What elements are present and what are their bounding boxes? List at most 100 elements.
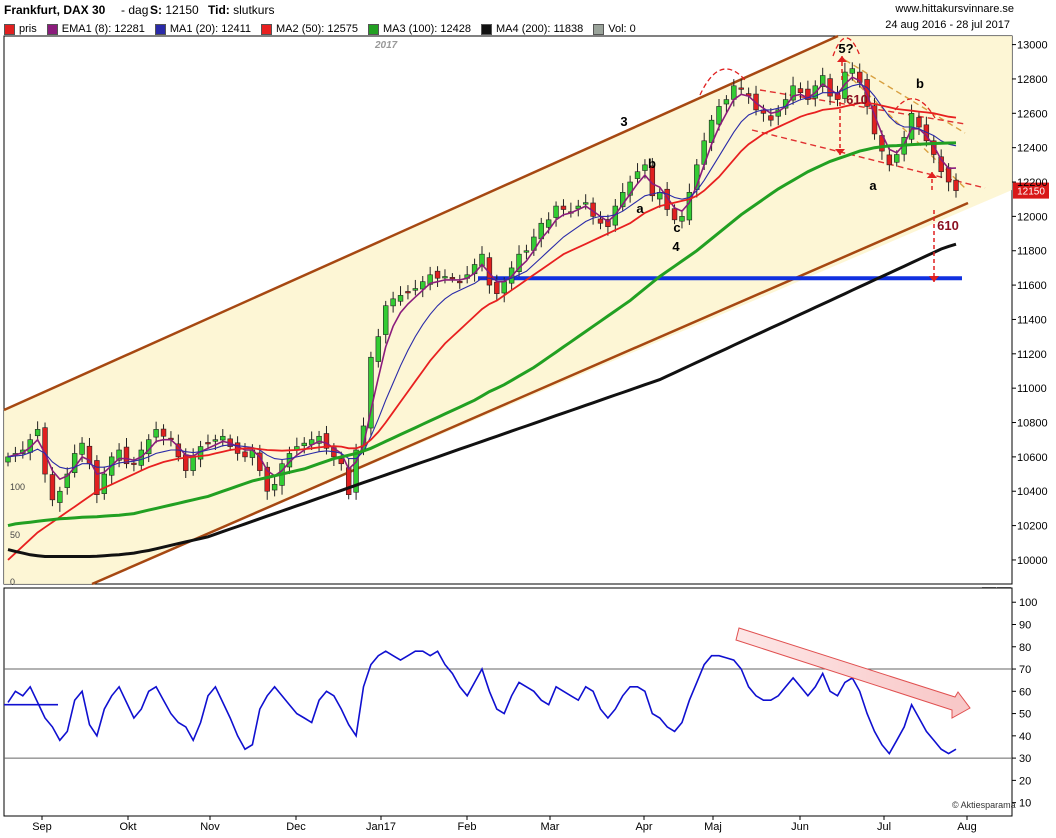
candle-body	[886, 154, 893, 166]
x-tick-label: Jan17	[366, 821, 396, 833]
legend-label: MA2 (50): 12575	[276, 23, 358, 35]
legend-swatch	[4, 23, 15, 35]
candle-body	[420, 281, 426, 290]
candle-body	[375, 336, 382, 362]
candle-body	[849, 68, 856, 74]
ma200-line	[7, 242, 957, 558]
vol-tick-label: 50	[10, 530, 20, 540]
legend-item[interactable]: MA1 (20): 12411	[154, 23, 252, 35]
rsi-y-tick-label: 40	[1019, 731, 1031, 743]
legend-swatch	[261, 23, 273, 35]
candle-body	[323, 433, 330, 449]
candle-body	[894, 154, 900, 163]
wave-label: 5?	[838, 41, 853, 56]
candle-body	[634, 171, 641, 179]
rsi-y-tick-label: 90	[1019, 619, 1031, 631]
candle-body	[790, 85, 796, 101]
wave-label: b	[916, 76, 924, 91]
candle-body	[768, 115, 774, 121]
last-price-value: 12150	[165, 3, 199, 17]
y-tick-label: 10800	[1017, 418, 1048, 430]
rsi-y-tick-label: 60	[1019, 686, 1031, 698]
candle-body	[442, 276, 448, 279]
candle-body	[434, 270, 441, 279]
ma20-line	[7, 83, 957, 470]
candle-body	[523, 250, 530, 253]
y-tick-label: 12800	[1017, 74, 1048, 86]
x-tick-label: Feb	[458, 821, 477, 833]
candle-body	[368, 356, 374, 429]
candle-body	[716, 106, 722, 125]
x-tick-label: Maj	[704, 821, 722, 833]
x-tick-label: Sep	[32, 821, 52, 833]
y-tick-label: 11200	[1017, 349, 1047, 361]
rsi-y-tick-label: 20	[1019, 775, 1031, 787]
legend-item[interactable]: Vol: 0	[593, 23, 636, 35]
down-arrow-head	[835, 149, 845, 155]
rsi-panel	[3, 587, 1013, 817]
candle-body	[908, 113, 915, 140]
legend-item[interactable]: pris	[4, 23, 37, 35]
y-tick-label: 11600	[1017, 280, 1047, 292]
legend-label: MA4 (200): 11838	[496, 23, 584, 35]
legend-item[interactable]: MA2 (50): 12575	[261, 23, 358, 35]
wedge-line-1	[844, 59, 966, 134]
candle-body	[516, 253, 522, 272]
candle-body	[805, 88, 811, 100]
y-tick-label: 11000	[1017, 383, 1047, 395]
candle-body	[338, 458, 344, 465]
candle-body	[212, 439, 219, 442]
candle-body	[79, 442, 85, 455]
candle-body	[34, 429, 41, 437]
candle-body	[931, 140, 937, 155]
wave-label: 3	[620, 114, 627, 129]
candle-body	[353, 449, 359, 493]
y-tick-label: 10600	[1017, 452, 1048, 464]
y-tick-label: 10400	[1017, 486, 1048, 498]
rsi-y-tick-label: 30	[1019, 753, 1031, 765]
candle-body	[316, 435, 322, 444]
y-tick-label: 13000	[1017, 40, 1048, 52]
candle-body	[94, 460, 100, 495]
y-tick-label: 12400	[1017, 143, 1048, 155]
candle-body	[64, 473, 70, 488]
channel-upper-line	[3, 34, 839, 412]
wave-label: b	[648, 156, 656, 171]
x-tick-label: Apr	[635, 821, 652, 833]
y-tick-label: 11400	[1017, 314, 1047, 326]
candle-body	[501, 281, 507, 294]
arc-mark	[894, 98, 936, 119]
legend-swatch	[481, 23, 493, 35]
candle-body	[5, 456, 11, 463]
candle-body	[657, 192, 663, 200]
candle-body	[242, 451, 248, 458]
candle-body	[457, 281, 463, 284]
x-tick-label: Nov	[200, 821, 220, 833]
legend-item[interactable]: MA4 (200): 11838	[481, 23, 583, 35]
candle-body	[916, 117, 922, 128]
ma100-line	[7, 141, 957, 528]
legend-label: MA1 (20): 12411	[169, 23, 252, 35]
wave-label: a	[869, 178, 877, 193]
candle-body	[953, 179, 959, 191]
rsi-trend-arrow	[735, 627, 971, 719]
candle-body	[560, 205, 567, 210]
legend-item[interactable]: MA3 (100): 12428	[367, 23, 471, 35]
legend-label: Vol: 0	[608, 23, 636, 35]
wave-label: a	[636, 201, 644, 216]
legend-swatch	[367, 23, 379, 35]
rsi-line	[7, 650, 957, 756]
x-tick-label: Okt	[119, 821, 136, 833]
x-tick-label: Mar	[541, 821, 560, 833]
legend-item[interactable]: EMA1 (8): 12281	[46, 23, 145, 35]
vol-tick-label: 0	[10, 577, 15, 587]
date-range: 24 aug 2016 - 28 jul 2017	[885, 19, 1010, 31]
candle-body	[57, 490, 63, 503]
site-url[interactable]: www.hittakursvinnare.se	[895, 3, 1014, 15]
candle-body	[405, 291, 411, 294]
candle-body	[49, 474, 56, 501]
wedge-line-2	[844, 71, 966, 189]
wave-label: c	[673, 220, 680, 235]
